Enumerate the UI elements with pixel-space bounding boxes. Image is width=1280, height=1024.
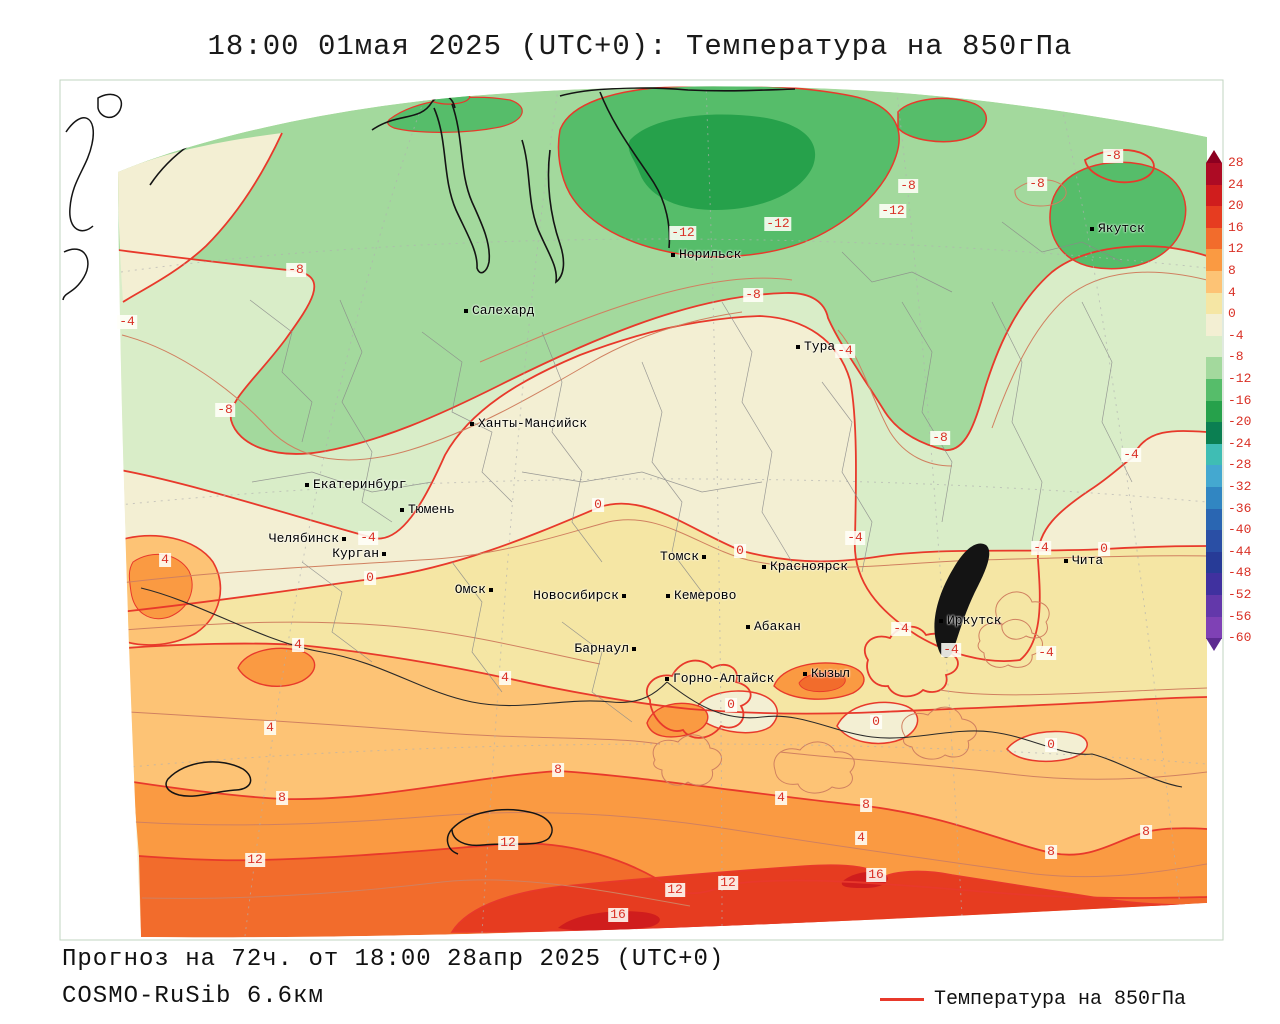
lake-south [446,809,553,855]
legend-label: Температура на 850гПа [934,988,1187,1011]
warmpocket-west2 [237,647,316,687]
yenisei-estuary [599,91,671,249]
lake-southwest [165,761,252,797]
forecast-info: Прогноз на 72ч. от 18:00 28апр 2025 (UTC… [62,946,725,973]
country-border [140,587,1183,788]
wedge-topleft [118,133,282,302]
coldpool-norilsk-core [628,114,816,211]
legend-line-sample [880,998,924,1001]
coldpool-ne [897,97,987,143]
ob-bay [433,103,491,274]
temperature-field [118,86,1207,938]
legend: Температура на 850гПа [880,988,1186,1011]
minor-contours [120,179,1207,907]
graticule [118,86,1207,937]
taz-estuary [521,139,565,284]
lake-baikal [934,543,990,658]
band-green [118,86,1207,454]
yamal-coast [371,94,456,131]
admin-boundaries [249,221,1133,723]
map-title: 18:00 01мая 2025 (UTC+0): Температура на… [207,30,1073,63]
coastlines [149,87,796,284]
band-8-12 [133,771,1207,899]
warmpocket-kyzyl-core [798,672,846,693]
band-4-8 [126,643,1207,855]
margin-coastlines [62,93,123,301]
arctic-coast [559,87,796,97]
coldpool-yakutsk [1049,161,1187,270]
model-info: COSMO-RuSib 6.6км [62,983,324,1010]
band-0-4 [120,503,1207,714]
